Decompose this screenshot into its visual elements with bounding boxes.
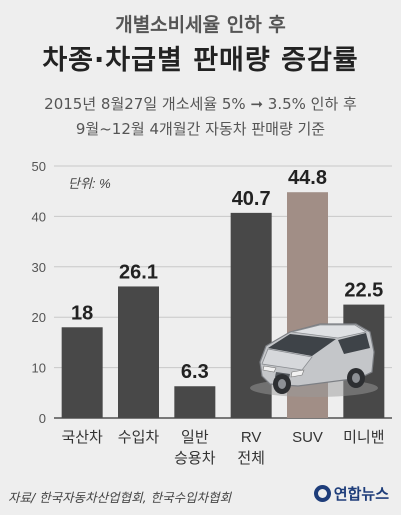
- data-label: 22.5: [344, 280, 383, 302]
- source-note: 자료/ 한국자동차산업협회, 한국수입차협회: [8, 490, 232, 505]
- y-tick-label: 50: [32, 159, 46, 174]
- data-label: 18: [71, 302, 93, 324]
- unit-label: 단위: %: [68, 176, 111, 191]
- category-label: SUV: [292, 429, 323, 446]
- chart-subtitle-line1: 2015년 8월27일 개소세율 5% ➞ 3.5% 인하 후: [44, 95, 357, 113]
- car-icon: [250, 323, 378, 397]
- logo-text: 연합뉴스: [333, 485, 389, 503]
- chart-title-line1: 개별소비세율 인하 후: [115, 14, 286, 36]
- data-label: 26.1: [119, 261, 158, 283]
- data-label: 6.3: [181, 361, 209, 383]
- chart-subtitle-line2: 9월~12월 4개월간 자동차 판매량 기준: [75, 120, 326, 138]
- category-label: 국산차: [61, 429, 103, 446]
- logo-mark-icon: [313, 485, 331, 502]
- category-label: 전체: [237, 450, 265, 467]
- y-tick-label: 20: [32, 310, 46, 325]
- bar: [174, 386, 216, 418]
- y-tick-label: 0: [39, 411, 46, 426]
- data-label: 44.8: [288, 167, 327, 189]
- category-label: 승용차: [174, 450, 216, 467]
- y-tick-label: 30: [32, 260, 46, 275]
- y-axis-ticks: 0 10 20 30 40 50: [32, 159, 46, 426]
- y-tick-label: 10: [32, 361, 46, 376]
- y-tick-label: 40: [32, 209, 46, 224]
- chart-title-line2: 차종·차급별 판매량 증감률: [42, 45, 359, 76]
- category-label: 미니밴: [343, 429, 384, 446]
- category-label: 일반: [181, 429, 209, 446]
- bar: [118, 286, 159, 418]
- yonhap-logo: 연합뉴스: [313, 483, 389, 504]
- category-label: RV: [241, 429, 262, 446]
- category-label: 수입차: [118, 429, 160, 446]
- bar: [61, 327, 103, 418]
- data-label: 40.7: [232, 188, 271, 210]
